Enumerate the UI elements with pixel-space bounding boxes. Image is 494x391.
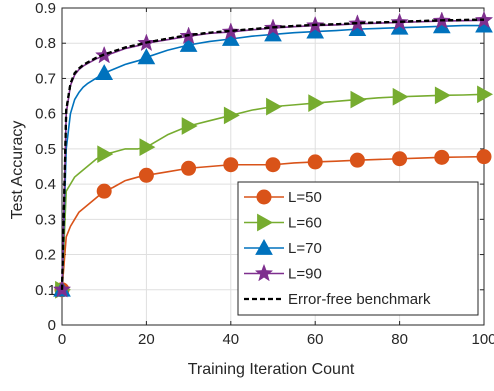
y-tick-label: 0.9 — [35, 0, 56, 17]
data-point-triangle-up — [255, 238, 273, 255]
data-point-triangle-up — [179, 35, 198, 52]
legend-entry: L=90 — [244, 263, 322, 283]
legend: L=50 L=60 L=70 L=90 Error-free benchmark — [237, 181, 479, 316]
data-point-circle — [434, 149, 450, 165]
data-point-triangle-right — [223, 106, 240, 125]
data-point-triangle-right — [257, 213, 274, 232]
legend-entry: L=50 — [244, 189, 322, 206]
data-point-circle — [265, 157, 281, 173]
series-l-60 — [55, 85, 494, 299]
data-point-circle — [96, 183, 112, 199]
x-tick-label: 60 — [307, 331, 324, 348]
axis-labels: Training Iteration Count Test Accuracy — [9, 121, 355, 378]
data-point-star — [254, 263, 274, 282]
data-point-triangle-right — [350, 90, 367, 109]
x-tick-label: 0 — [58, 331, 66, 348]
x-tick-label: 100 — [471, 331, 494, 348]
data-point-circle — [138, 167, 154, 183]
x-tick-label: 80 — [391, 331, 408, 348]
data-point-triangle-right — [97, 145, 114, 164]
y-tick-label: 0 — [48, 317, 56, 334]
data-point-triangle-right — [181, 117, 198, 135]
series-l-50 — [54, 149, 492, 298]
y-tick-label: 0.7 — [35, 70, 56, 87]
series-group — [52, 10, 494, 299]
data-point-circle — [392, 151, 408, 167]
data-point-triangle-right — [266, 97, 283, 116]
y-tick-label: 0.2 — [35, 247, 56, 264]
data-point-triangle-up — [95, 64, 114, 81]
data-point-star — [348, 14, 367, 32]
y-tick-label: 0.3 — [35, 211, 56, 228]
data-point-star — [221, 22, 241, 40]
y-tick-label: 0.8 — [35, 35, 56, 52]
axes-box — [61, 7, 485, 326]
axes: 0 20 40 60 80 100 0 0.1 0.2 0.3 0.4 0.5 0.6 0.7 0.8 0.9 — [35, 0, 494, 348]
y-tick-label: 0.4 — [35, 176, 56, 193]
x-axis-label: Training Iteration Count — [188, 361, 355, 378]
data-point-star — [390, 12, 409, 31]
x-tick-label: 20 — [138, 331, 155, 348]
legend-entry: L=60 — [244, 213, 322, 232]
legend-entry: L=70 — [244, 238, 322, 257]
data-point-circle — [307, 154, 323, 170]
data-point-triangle-right — [392, 87, 409, 106]
y-axis-label: Test Accuracy — [9, 121, 26, 220]
data-point-circle — [349, 152, 365, 168]
legend-label: L=50 — [288, 189, 322, 206]
data-point-circle — [181, 160, 197, 176]
legend-entry: Error-free benchmark — [244, 291, 431, 308]
legend-label: L=90 — [288, 266, 322, 283]
legend-label: L=60 — [288, 215, 322, 232]
data-point-triangle-right — [308, 94, 325, 112]
data-point-triangle-right — [434, 86, 451, 105]
legend-label: Error-free benchmark — [288, 291, 431, 308]
benchmark-line-overlay — [60, 18, 485, 290]
legend-label: L=70 — [288, 240, 322, 257]
data-point-triangle-right — [477, 85, 494, 104]
y-tick-label: 0.5 — [35, 141, 56, 158]
data-point-triangle-right — [139, 138, 156, 156]
data-point-circle — [223, 157, 239, 173]
data-point-star — [474, 10, 494, 29]
data-point-triangle-up — [137, 48, 156, 65]
x-tick-label: 40 — [222, 331, 239, 348]
y-tick-label: 0.1 — [35, 282, 56, 299]
y-tick-label: 0.6 — [35, 106, 56, 123]
data-point-circle — [256, 189, 272, 205]
data-point-circle — [476, 149, 492, 165]
